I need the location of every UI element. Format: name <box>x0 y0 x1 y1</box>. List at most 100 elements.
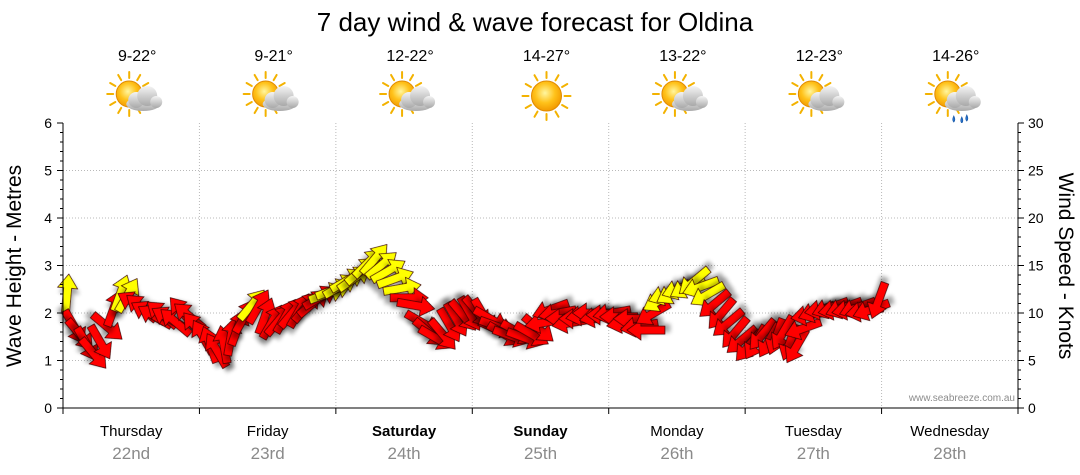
chart-title: 7 day wind & wave forecast for Oldina <box>317 7 754 37</box>
cloud-shape <box>808 86 845 111</box>
cloud-shape <box>671 86 708 111</box>
sun-ray <box>662 73 668 82</box>
x-label-day-name: Thursday <box>100 423 163 440</box>
sun-ray <box>654 101 663 106</box>
partly-cloudy-icon <box>651 71 708 117</box>
wind-arrow <box>396 295 436 317</box>
sun-ray <box>681 73 687 82</box>
y-tick-label-right: 15 <box>1028 258 1044 274</box>
y-tick-label-left: 5 <box>44 163 52 179</box>
sun-ray <box>117 73 123 82</box>
y-tick-label-left: 2 <box>44 305 52 321</box>
sun-ray <box>799 106 805 115</box>
cloud-shape <box>126 86 163 111</box>
rain-drop <box>960 116 964 124</box>
cloud-puff <box>832 96 845 108</box>
sun-ray <box>561 104 569 109</box>
y-tick-label-right: 30 <box>1028 115 1044 131</box>
cloud-puff <box>150 96 163 108</box>
sun-ray <box>927 101 935 106</box>
day-header-row: 9-22° 9-21° 12-22° 14-27° 13-22° 12-23° 14-26° <box>106 48 981 124</box>
cloud-puff <box>286 96 299 108</box>
sun-ray <box>561 83 569 88</box>
wind-arrow <box>866 280 890 320</box>
cloud-shape <box>944 86 981 111</box>
sun-ray <box>687 82 695 87</box>
sun-ray <box>109 82 117 87</box>
y-tick-label-right: 0 <box>1028 400 1036 416</box>
sun-ray <box>109 101 117 106</box>
day-temperature-range: 12-23° <box>796 48 843 65</box>
sun-ray <box>554 74 560 82</box>
day-temperature-range: 14-27° <box>523 48 570 65</box>
sun-ray <box>935 73 941 82</box>
sun-ray <box>409 73 415 82</box>
sun-ray <box>935 106 941 115</box>
sun-ray <box>382 82 390 87</box>
y-tick-label-left: 0 <box>44 400 52 416</box>
x-label-day-name: Sunday <box>513 423 568 440</box>
y-tick-label-right: 25 <box>1028 163 1044 179</box>
cloud-shape <box>262 86 299 111</box>
axes: 0 1 2 3 4 5 6 0 5 10 15 20 25 30 <box>44 115 1044 416</box>
y-tick-label-left: 1 <box>44 353 52 369</box>
watermark: www.seabreeze.com.au <box>908 393 1015 404</box>
sun-ray <box>117 106 123 115</box>
sun-disc <box>531 80 562 112</box>
sun-ray <box>253 73 259 82</box>
sun-ray <box>954 73 960 82</box>
sun-ray <box>272 73 278 82</box>
x-label-date: 25th <box>524 444 557 463</box>
sun-ray <box>524 104 532 109</box>
sun-rays <box>521 71 572 121</box>
sun-ray <box>414 82 423 87</box>
sun-ray <box>791 82 799 87</box>
partly-cloudy-icon <box>788 71 845 117</box>
wind-arrow <box>784 317 823 341</box>
y-tick-label-right: 10 <box>1028 305 1044 321</box>
sun-ray <box>533 74 539 82</box>
sun-ray <box>654 82 663 87</box>
sun-ray <box>927 82 935 87</box>
cloud-shape <box>399 86 436 111</box>
x-label-day-name: Tuesday <box>785 423 842 440</box>
wind-arrow <box>86 323 112 360</box>
sun-ray <box>960 82 968 87</box>
sun-ray <box>390 73 396 82</box>
sun-ray <box>136 73 142 82</box>
sun-ray <box>524 83 532 88</box>
y-axis-left-title: Wave Height - Metres <box>3 165 26 367</box>
rain-drop <box>965 114 969 122</box>
wind-series <box>56 244 891 370</box>
x-label-day-name: Saturday <box>372 423 437 440</box>
sun-ray <box>533 110 539 118</box>
y-tick-label-left: 6 <box>44 115 52 131</box>
day-temperature-range: 12-22° <box>386 48 433 65</box>
y-tick-label-left: 4 <box>44 210 52 226</box>
cloud-puff <box>695 96 708 108</box>
day-temperature-range: 13-22° <box>659 48 706 65</box>
sun-ray <box>818 73 824 82</box>
sunny-icon <box>521 71 572 121</box>
day-temperature-range: 9-22° <box>118 48 156 65</box>
partly-cloudy-icon <box>242 71 299 117</box>
sun-ray <box>253 106 259 115</box>
sun-ray <box>245 82 253 87</box>
sun-ray <box>278 82 286 87</box>
sun-ray <box>390 106 396 115</box>
y-tick-label-right: 5 <box>1028 353 1036 369</box>
x-label-day-name: Monday <box>650 423 704 440</box>
partly-cloudy-icon <box>379 71 436 117</box>
x-label-day-name: Wednesday <box>910 423 989 440</box>
sun-ray <box>799 73 805 82</box>
y-axis-right-title: Wind Speed - Knots <box>1054 173 1077 360</box>
x-label-day-name: Friday <box>247 423 289 440</box>
y-tick-label-left: 3 <box>44 258 52 274</box>
y-tick-label-right: 20 <box>1028 210 1044 226</box>
sun-ray <box>791 101 799 106</box>
cloud-puff <box>423 96 436 108</box>
x-label-date: 22nd <box>112 444 150 463</box>
x-label-date: 27th <box>797 444 830 463</box>
x-label-date: 26th <box>660 444 693 463</box>
showers-icon <box>924 71 981 124</box>
